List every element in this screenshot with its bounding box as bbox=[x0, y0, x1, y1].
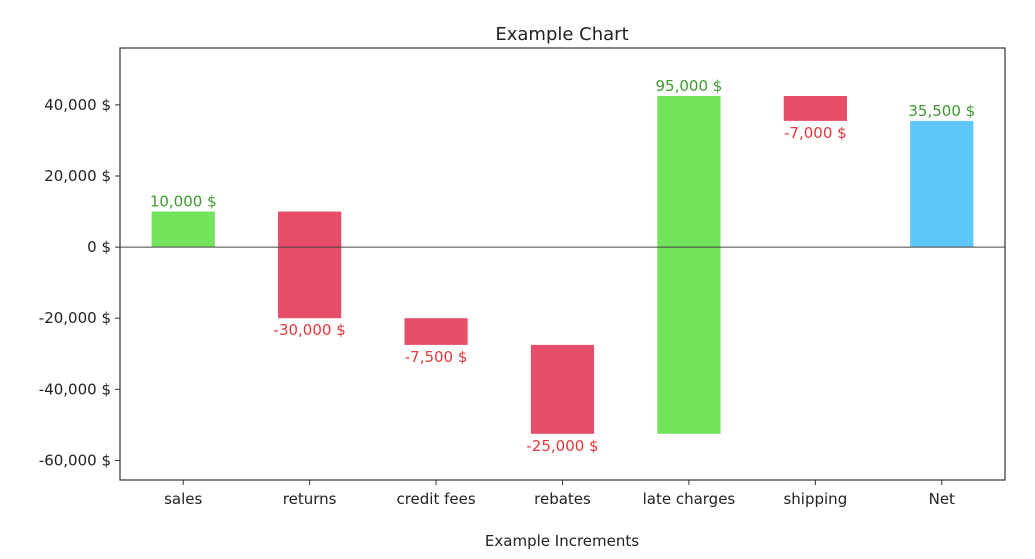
y-tick-label: -60,000 $ bbox=[39, 451, 111, 469]
y-tick-label: 40,000 $ bbox=[44, 96, 111, 114]
x-tick-label: returns bbox=[283, 490, 337, 508]
bar-late-charges bbox=[657, 96, 721, 434]
x-tick-label: Net bbox=[929, 490, 955, 508]
x-tick-label: shipping bbox=[783, 490, 847, 508]
bar-rebates bbox=[530, 344, 595, 434]
y-tick-label: -20,000 $ bbox=[39, 309, 111, 327]
bar-credit-fees bbox=[404, 318, 468, 345]
y-tick-label: 20,000 $ bbox=[44, 167, 111, 185]
y-axis: -60,000 $ -40,000 $ -20,000 $ 0 $ 20,000 $ 40… bbox=[39, 96, 120, 469]
data-labels: 10,000 $ -30,000 $ -7,500 $ -25,000 $ 95,000… bbox=[150, 77, 975, 455]
data-label: -7,500 $ bbox=[405, 348, 468, 366]
y-tick-label: -40,000 $ bbox=[39, 380, 111, 398]
data-label: -7,000 $ bbox=[784, 124, 847, 142]
x-axis-label: Example Increments bbox=[485, 532, 639, 550]
x-tick-label: late charges bbox=[643, 490, 736, 508]
data-label: -30,000 $ bbox=[274, 321, 346, 339]
x-axis: sales returns credit fees rebates late charg… bbox=[164, 480, 955, 508]
data-label: 10,000 $ bbox=[150, 193, 217, 211]
data-label: -25,000 $ bbox=[526, 437, 598, 455]
x-tick-label: sales bbox=[164, 490, 202, 508]
bar-shipping bbox=[783, 96, 847, 121]
bars-group bbox=[151, 96, 974, 434]
x-tick-label: credit fees bbox=[396, 490, 475, 508]
chart-title: Example Chart bbox=[495, 24, 628, 45]
x-tick-label: rebates bbox=[534, 490, 591, 508]
data-label: 95,000 $ bbox=[656, 77, 723, 95]
bar-net bbox=[910, 120, 974, 248]
bar-returns bbox=[278, 211, 342, 319]
bar-sales bbox=[151, 211, 215, 248]
data-label: 35,500 $ bbox=[908, 102, 975, 120]
y-tick-label: 0 $ bbox=[87, 238, 111, 256]
